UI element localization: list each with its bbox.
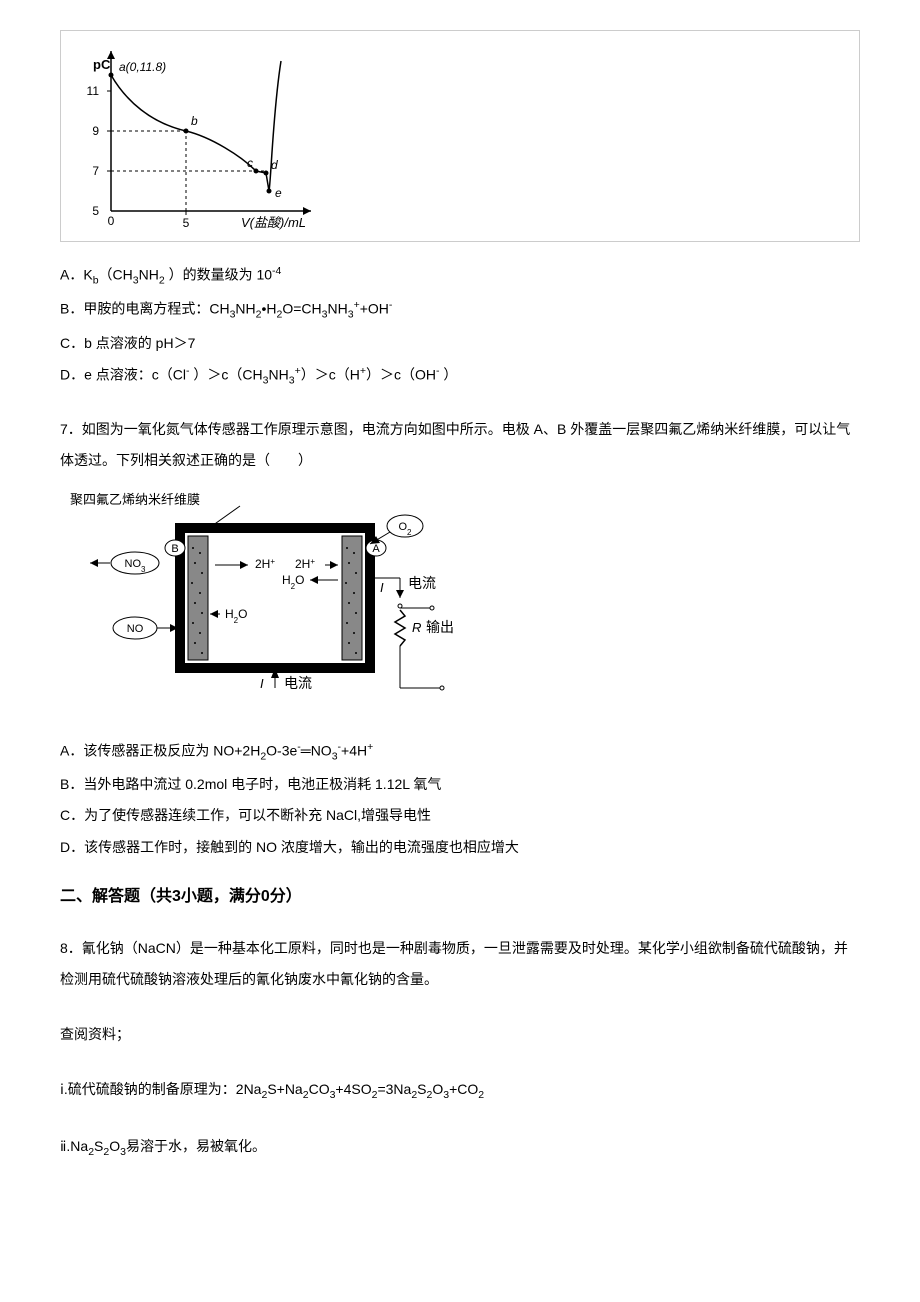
svg-text:7: 7 — [92, 164, 99, 178]
svg-text:电流: 电流 — [408, 575, 436, 591]
pc-chart-svg: 5 7 9 11 0 5 pC V(盐酸)/mL a(0,11.8) b c d… — [71, 41, 331, 231]
question-7-text: 7．如图为一氧化氮气体传感器工作原理示意图，电流方向如图中所示。电极 A、B 外… — [60, 414, 860, 476]
section-2-header: 二、解答题（共3小题，满分0分） — [60, 884, 860, 910]
svg-text:a(0,11.8): a(0,11.8) — [119, 60, 166, 74]
q6-option-b: B．甲胺的电离方程式：CH3NH2•H2O=CH3NH3++OH- — [60, 296, 860, 324]
q7-option-b: B．当外电路中流过 0.2mol 电子时，电池正极消耗 1.12L 氧气 — [60, 772, 860, 797]
svg-text:b: b — [191, 114, 198, 128]
svg-text:输出: 输出 — [426, 619, 454, 635]
svg-text:电流: 电流 — [284, 675, 312, 691]
svg-text:11: 11 — [87, 84, 100, 98]
question-8-p4: ⅱ.Na2S2O3易溶于水，易被氧化。 — [60, 1131, 860, 1164]
svg-text:5: 5 — [92, 204, 99, 218]
svg-text:5: 5 — [183, 216, 190, 230]
svg-text:9: 9 — [92, 124, 99, 138]
svg-text:A: A — [372, 543, 380, 555]
q6-option-c: C．b 点溶液的 pH＞7 — [60, 331, 860, 356]
question-8-p3: ⅰ.硫代硫酸钠的制备原理为：2Na2S+Na2CO3+4SO2=3Na2S2O3… — [60, 1074, 860, 1107]
q6-option-a: A．Kb（CH3NH2 ）的数量级为 10-4 — [60, 262, 860, 290]
svg-text:NO: NO — [127, 623, 144, 635]
svg-text:e: e — [275, 186, 282, 200]
sensor-svg: 聚四氟乙烯纳米纤维膜 B A NO3 NO — [60, 488, 490, 718]
question-8-p1: 8．氰化钠（NaCN）是一种基本化工原料，同时也是一种剧毒物质，一旦泄露需要及时… — [60, 933, 860, 995]
svg-text:B: B — [171, 543, 178, 555]
q7-option-a: A．该传感器正极反应为 NO+2H2O-3e-═NO3-+4H+ — [60, 738, 860, 766]
q7-option-c: C．为了使传感器连续工作，可以不断补充 NaCl,增强导电性 — [60, 803, 860, 828]
svg-text:0: 0 — [108, 214, 115, 228]
svg-text:I: I — [380, 580, 384, 595]
svg-text:I: I — [260, 676, 264, 691]
q6-option-d: D．e 点溶液：c（Cl- ）＞c（CH3NH3+）＞c（H+）＞c（OH- ） — [60, 362, 860, 390]
svg-text:d: d — [271, 158, 278, 172]
svg-text:V(盐酸)/mL: V(盐酸)/mL — [241, 215, 306, 230]
q7-option-d: D．该传感器工作时，接触到的 NO 浓度增大，输出的电流强度也相应增大 — [60, 835, 860, 860]
svg-text:R: R — [412, 620, 421, 635]
sensor-diagram: 聚四氟乙烯纳米纤维膜 B A NO3 NO — [60, 488, 860, 718]
chart-pc-vs-hcl: 5 7 9 11 0 5 pC V(盐酸)/mL a(0,11.8) b c d… — [60, 30, 860, 242]
svg-text:c: c — [247, 156, 253, 170]
membrane-label: 聚四氟乙烯纳米纤维膜 — [70, 492, 200, 507]
question-8-p2: 查阅资料； — [60, 1019, 860, 1050]
svg-text:pC: pC — [93, 57, 111, 72]
